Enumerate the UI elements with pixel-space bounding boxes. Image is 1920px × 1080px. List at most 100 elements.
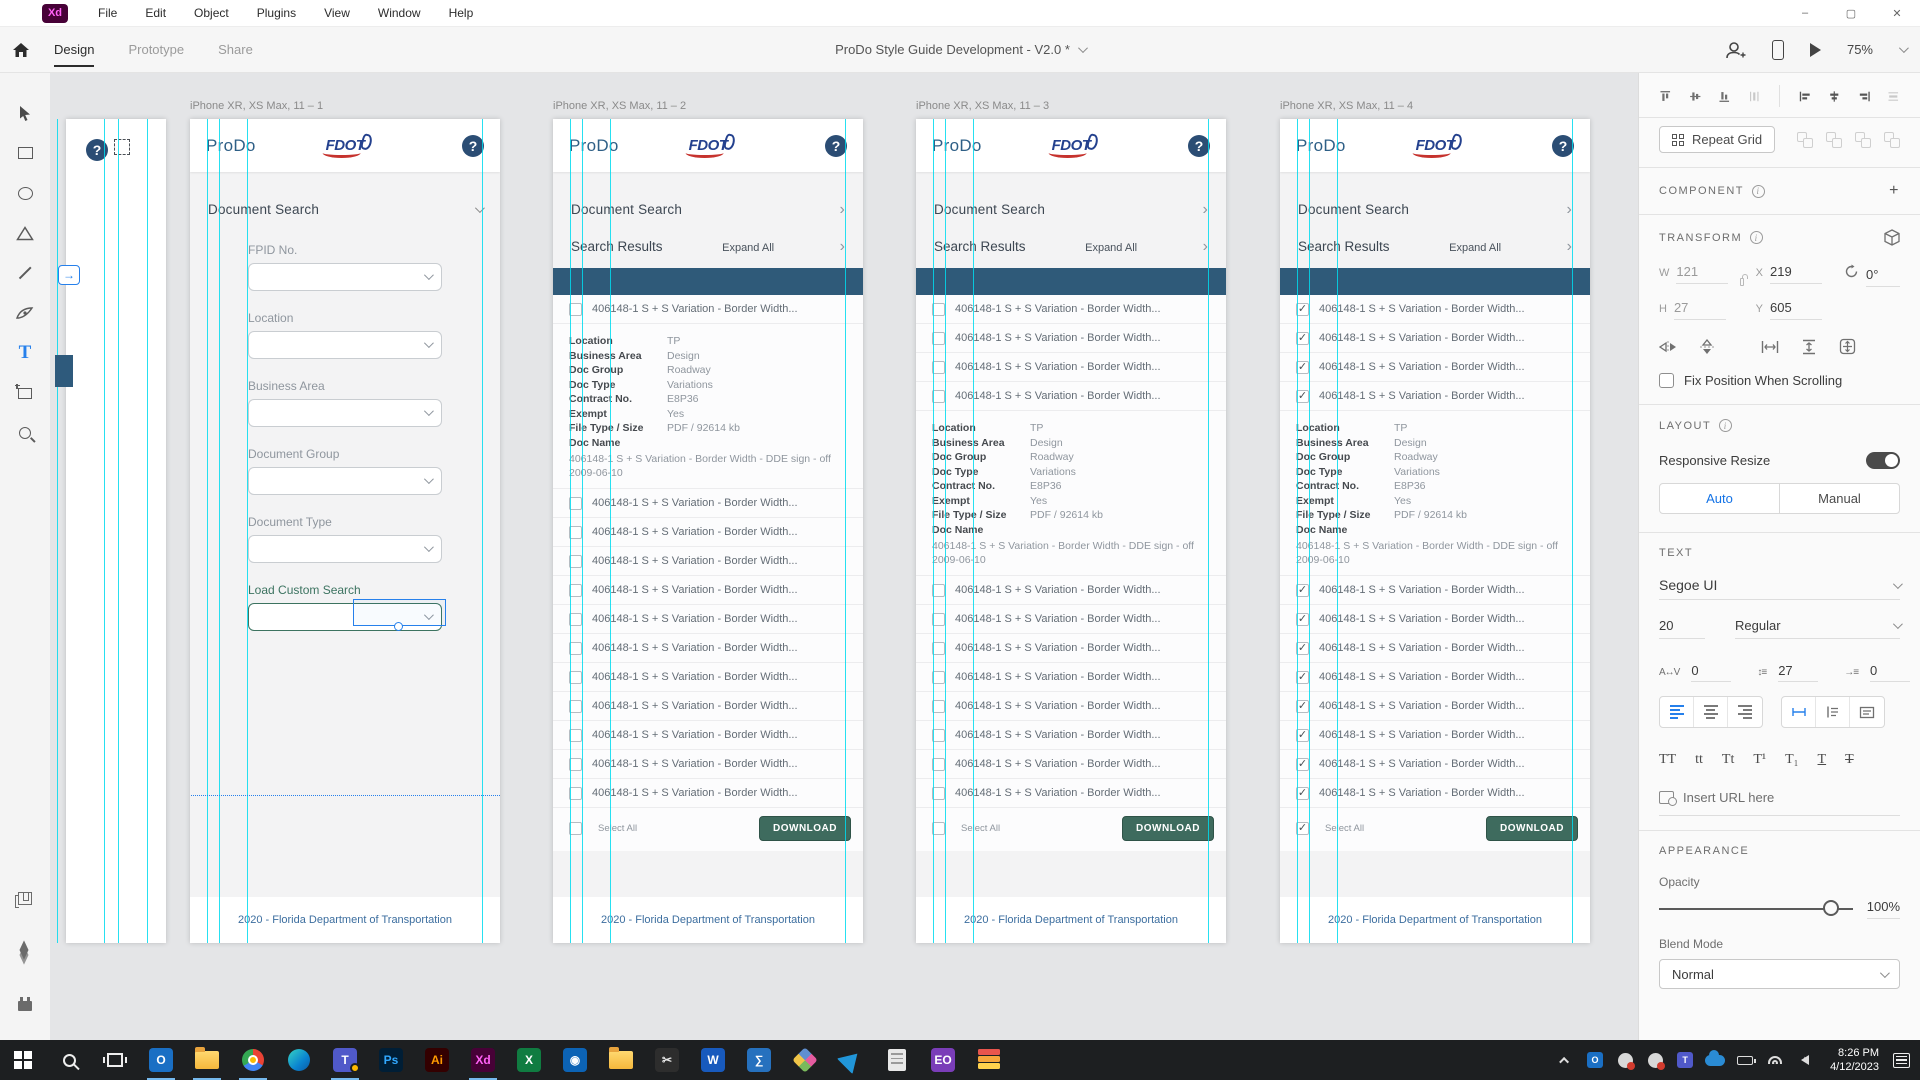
arrow-button[interactable]: → — [58, 265, 80, 285]
menu-view[interactable]: View — [324, 6, 350, 20]
help-icon[interactable]: ? — [462, 134, 484, 157]
row-checkbox[interactable]: ✓ — [1296, 699, 1309, 713]
battery-icon[interactable] — [1732, 1040, 1758, 1080]
help-icon[interactable]: ? — [1188, 134, 1210, 157]
row-checkbox[interactable] — [569, 670, 582, 684]
result-row[interactable]: 406148-1 S + S Variation - Border Width.… — [553, 779, 863, 808]
align-bottom-icon[interactable] — [1718, 88, 1731, 105]
help-icon[interactable]: ? — [1552, 134, 1574, 157]
tab-share[interactable]: Share — [218, 42, 253, 57]
opacity-slider-knob[interactable] — [1822, 900, 1839, 916]
artboard-label[interactable]: iPhone XR, XS Max, 11 – 3 — [916, 100, 1050, 112]
taskbar-app-outlook[interactable]: O — [138, 1040, 184, 1080]
artboard[interactable]: ProDo FDOT? Document Search › Search Results… — [553, 119, 863, 943]
row-checkbox[interactable] — [932, 757, 945, 771]
align-center-icon[interactable] — [1828, 88, 1841, 105]
result-row[interactable]: 406148-1 S + S Variation - Border Width.… — [553, 518, 863, 547]
result-row[interactable]: ✓ 406148-1 S + S Variation - Border Width… — [1280, 605, 1590, 634]
menu-help[interactable]: Help — [448, 6, 474, 20]
rotation-input[interactable]: 0° — [1866, 267, 1900, 287]
document-search-header[interactable]: Document Search › — [916, 201, 1226, 217]
distribute-vertical-icon[interactable] — [1748, 88, 1761, 105]
result-row[interactable]: ✓ 406148-1 S + S Variation - Border Width… — [1280, 634, 1590, 663]
result-row[interactable]: 406148-1 S + S Variation - Border Width.… — [916, 750, 1226, 779]
expand-all-button[interactable]: Expand All — [722, 242, 775, 254]
tray-teams-icon[interactable]: T — [1672, 1040, 1698, 1080]
result-row[interactable]: 406148-1 S + S Variation - Border Width.… — [916, 663, 1226, 692]
tray-blocked-icon[interactable] — [1642, 1040, 1668, 1080]
text-align-left-button[interactable] — [1660, 697, 1694, 727]
result-row[interactable]: 406148-1 S + S Variation - Border Width.… — [916, 692, 1226, 721]
artboard-label[interactable]: iPhone XR, XS Max, 11 – 2 — [553, 100, 687, 112]
line-tool-icon[interactable] — [10, 253, 40, 293]
tab-prototype[interactable]: Prototype — [128, 42, 185, 57]
action-center-icon[interactable] — [1893, 1052, 1910, 1068]
help-icon[interactable]: ? — [825, 134, 847, 157]
text-align-center-button[interactable] — [1694, 697, 1728, 727]
document-search-header[interactable]: Document Search › — [553, 201, 863, 217]
close-icon[interactable]: ✕ — [1892, 7, 1902, 20]
taskbar-app-drawio[interactable] — [782, 1040, 828, 1080]
row-checkbox[interactable] — [932, 670, 945, 684]
row-checkbox[interactable] — [569, 583, 582, 597]
y-input[interactable]: 605 — [1770, 300, 1822, 320]
font-size-input[interactable]: 20 — [1659, 618, 1705, 639]
resize-width-icon[interactable] — [1761, 340, 1779, 354]
taskbar-app-screen-capture[interactable]: ◉ — [552, 1040, 598, 1080]
artboard[interactable]: ProDo FDOT? Document Search FPID No. Locatio… — [190, 119, 500, 943]
taskbar-app-file-explorer[interactable] — [184, 1040, 230, 1080]
artboard-label[interactable]: iPhone XR, XS Max, 11 – 1 — [190, 100, 324, 112]
row-checkbox[interactable] — [569, 641, 582, 655]
subscript-button[interactable]: T₁ — [1785, 752, 1799, 767]
font-weight-select[interactable]: Regular — [1735, 618, 1903, 639]
flip-vertical-icon[interactable] — [1699, 338, 1715, 355]
menu-window[interactable]: Window — [377, 6, 421, 20]
width-input[interactable]: 121 — [1676, 264, 1729, 284]
resize-height-icon[interactable] — [1801, 339, 1817, 355]
result-row[interactable]: ✓ 406148-1 S + S Variation - Border Width… — [1280, 324, 1590, 353]
expand-all-button[interactable]: Expand All — [1085, 242, 1138, 254]
row-checkbox[interactable] — [569, 525, 582, 539]
result-row[interactable]: 406148-1 S + S Variation - Border Width.… — [553, 576, 863, 605]
taskbar-app-snip-sketch[interactable]: ✂ — [644, 1040, 690, 1080]
artboard[interactable]: ProDo FDOT? Document Search › Search Results… — [1280, 119, 1590, 943]
wifi-icon[interactable] — [1762, 1040, 1788, 1080]
field-dropdown[interactable] — [248, 399, 442, 427]
row-checkbox[interactable] — [932, 786, 945, 800]
fixed-size-button[interactable] — [1850, 697, 1884, 727]
canvas[interactable]: ? → iPhone XR, XS Max, 11 – 1 ProDo FDOT? D… — [50, 73, 1638, 1040]
result-row[interactable]: 406148-1 S + S Variation - Border Width.… — [553, 721, 863, 750]
result-row[interactable]: 406148-1 S + S Variation - Border Width.… — [553, 489, 863, 518]
taskbar-app-notes-yellow[interactable] — [598, 1040, 644, 1080]
row-checkbox[interactable] — [932, 360, 945, 374]
taskbar-app-teams[interactable]: T — [322, 1040, 368, 1080]
result-row[interactable]: ✓ 406148-1 S + S Variation - Border Width… — [1280, 779, 1590, 808]
blue-rectangle[interactable] — [55, 355, 73, 387]
taskbar-app-eo-app[interactable]: EO — [920, 1040, 966, 1080]
row-checkbox[interactable]: ✓ — [1296, 360, 1309, 374]
resize-auto-button[interactable]: Auto — [1660, 484, 1780, 513]
result-row[interactable]: 406148-1 S + S Variation - Border Width.… — [553, 750, 863, 779]
row-checkbox[interactable] — [569, 699, 582, 713]
document-search-header[interactable]: Document Search › — [1280, 201, 1590, 217]
align-top-icon[interactable] — [1659, 88, 1672, 105]
result-row[interactable]: 406148-1 S + S Variation - Border Width.… — [916, 721, 1226, 750]
boolean-subtract-icon[interactable] — [1826, 131, 1842, 148]
document-title-row[interactable]: ProDo Style Guide Development - V2.0 * — [835, 42, 1088, 57]
zoom-chevron-icon[interactable] — [1898, 43, 1909, 54]
taskbar-app-chrome[interactable] — [230, 1040, 276, 1080]
taskbar-app-notepad[interactable] — [874, 1040, 920, 1080]
result-row[interactable]: ✓ 406148-1 S + S Variation - Border Width… — [1280, 353, 1590, 382]
start-button[interactable] — [0, 1040, 46, 1080]
taskbar-app-excel[interactable]: X — [506, 1040, 552, 1080]
download-button[interactable]: DOWNLOAD — [1486, 816, 1578, 841]
result-row[interactable]: 406148-1 S + S Variation - Border Width.… — [553, 605, 863, 634]
row-checkbox[interactable] — [932, 583, 945, 597]
distribute-horizontal-icon[interactable] — [1887, 88, 1900, 105]
resize-both-icon[interactable] — [1839, 338, 1856, 355]
boolean-exclude-icon[interactable] — [1884, 131, 1900, 148]
menu-edit[interactable]: Edit — [145, 6, 167, 20]
home-icon[interactable] — [12, 42, 30, 58]
rectangle-tool-icon[interactable] — [10, 133, 40, 173]
download-button[interactable]: DOWNLOAD — [1122, 816, 1214, 841]
